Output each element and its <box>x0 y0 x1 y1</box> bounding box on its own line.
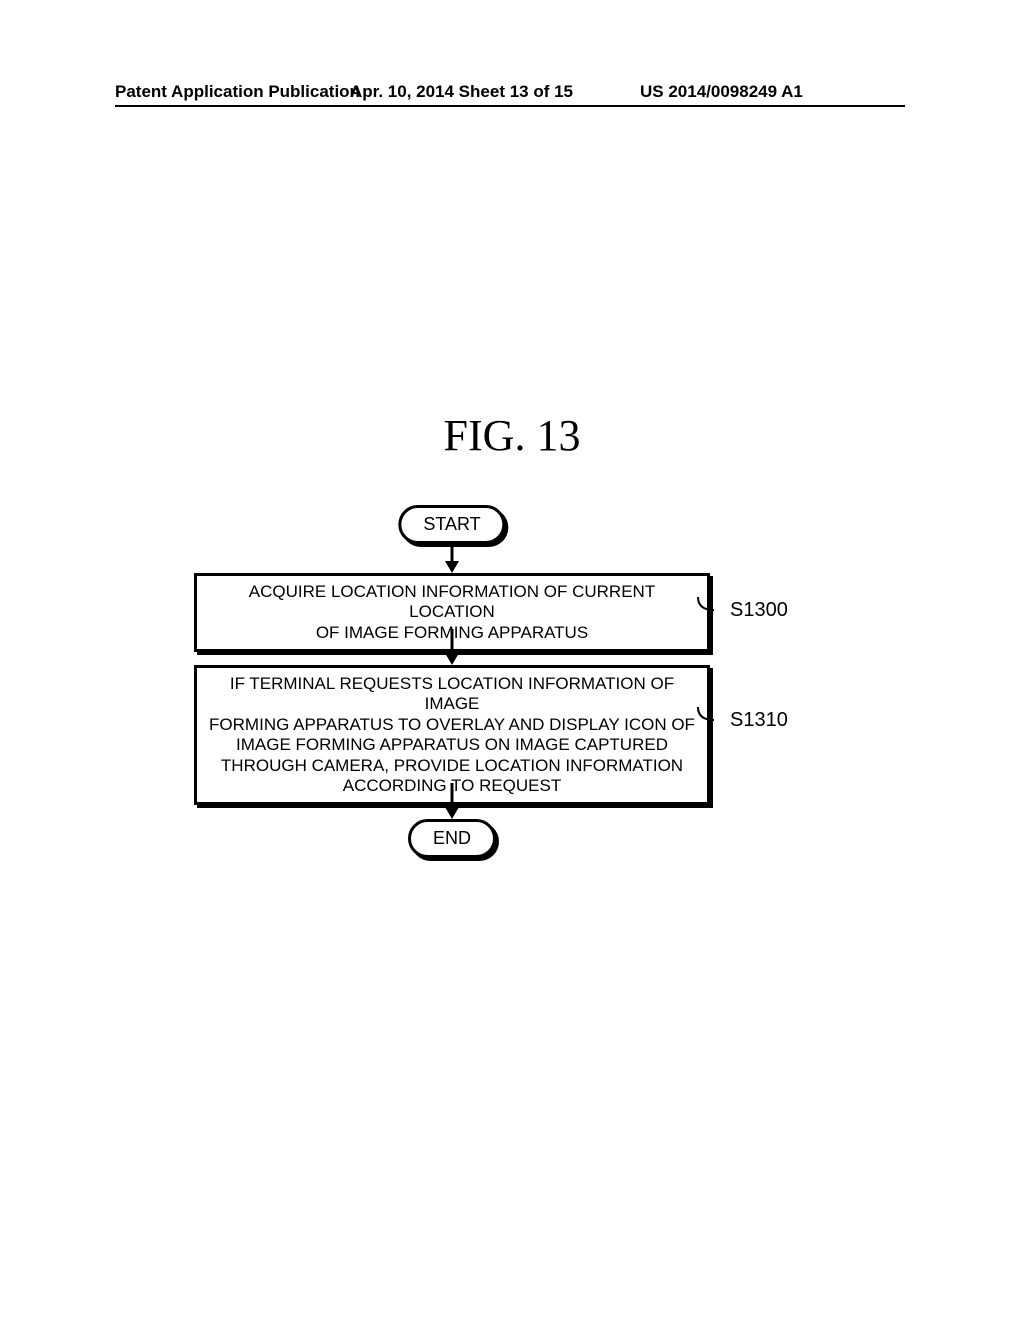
step2-connector-curve <box>696 705 726 735</box>
end-terminator: END <box>408 819 496 858</box>
step2-line4: THROUGH CAMERA, PROVIDE LOCATION INFORMA… <box>207 756 697 776</box>
end-label: END <box>433 828 471 848</box>
arrow-3-line <box>451 783 454 809</box>
start-label: START <box>423 514 480 534</box>
arrow-3-head <box>445 807 459 819</box>
step1-label: S1300 <box>730 599 788 622</box>
step1-line1: ACQUIRE LOCATION INFORMATION OF CURRENT … <box>207 582 697 623</box>
step2-line2: FORMING APPARATUS TO OVERLAY AND DISPLAY… <box>207 715 697 735</box>
header-rule <box>115 105 905 107</box>
header-publication: Patent Application Publication <box>115 82 360 102</box>
step2-line1: IF TERMINAL REQUESTS LOCATION INFORMATIO… <box>207 674 697 715</box>
header-date-sheet: Apr. 10, 2014 Sheet 13 of 15 <box>350 82 573 102</box>
figure-title: FIG. 13 <box>0 410 1024 461</box>
arrow-1-head <box>445 561 459 573</box>
arrow-2-line <box>451 629 454 655</box>
step1-connector-curve <box>696 595 726 625</box>
header-pub-number: US 2014/0098249 A1 <box>640 82 803 102</box>
start-terminator: START <box>398 505 505 544</box>
step2-label: S1310 <box>730 709 788 732</box>
arrow-2-head <box>445 653 459 665</box>
step2-line3: IMAGE FORMING APPARATUS ON IMAGE CAPTURE… <box>207 735 697 755</box>
